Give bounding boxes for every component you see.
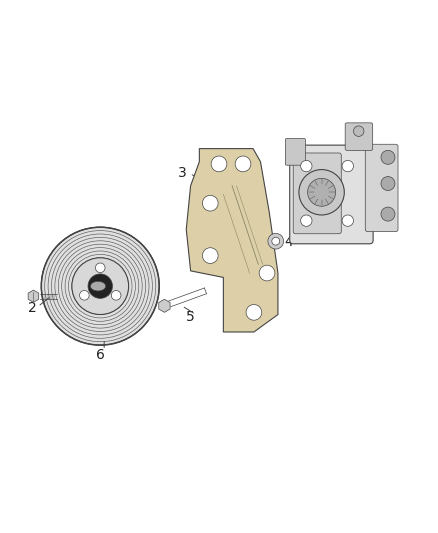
Text: 4: 4 [285,236,293,249]
Text: 5: 5 [186,310,195,324]
Polygon shape [28,290,39,302]
Polygon shape [186,149,278,332]
FancyBboxPatch shape [293,153,341,234]
Circle shape [111,290,121,300]
Circle shape [211,156,227,172]
Circle shape [299,169,344,215]
Circle shape [72,258,129,314]
FancyBboxPatch shape [286,139,305,165]
Circle shape [202,195,218,211]
Circle shape [95,263,105,272]
Circle shape [307,179,336,206]
Circle shape [272,237,280,245]
Polygon shape [159,299,170,312]
Text: 3: 3 [177,166,186,180]
Text: 6: 6 [96,348,105,362]
Circle shape [246,304,262,320]
Text: 1: 1 [378,200,387,215]
Text: 2: 2 [28,301,36,315]
Circle shape [268,233,284,249]
Circle shape [259,265,275,281]
Circle shape [88,274,113,298]
Circle shape [300,215,312,227]
Circle shape [41,227,159,345]
Circle shape [381,150,395,164]
FancyBboxPatch shape [290,145,373,244]
Circle shape [381,176,395,190]
Circle shape [342,160,353,172]
Circle shape [235,156,251,172]
Circle shape [381,207,395,221]
Circle shape [353,126,364,136]
FancyBboxPatch shape [345,123,373,150]
Circle shape [300,160,312,172]
FancyBboxPatch shape [365,144,398,231]
Ellipse shape [90,281,106,291]
Circle shape [80,290,89,300]
Circle shape [202,248,218,263]
Circle shape [342,215,353,227]
